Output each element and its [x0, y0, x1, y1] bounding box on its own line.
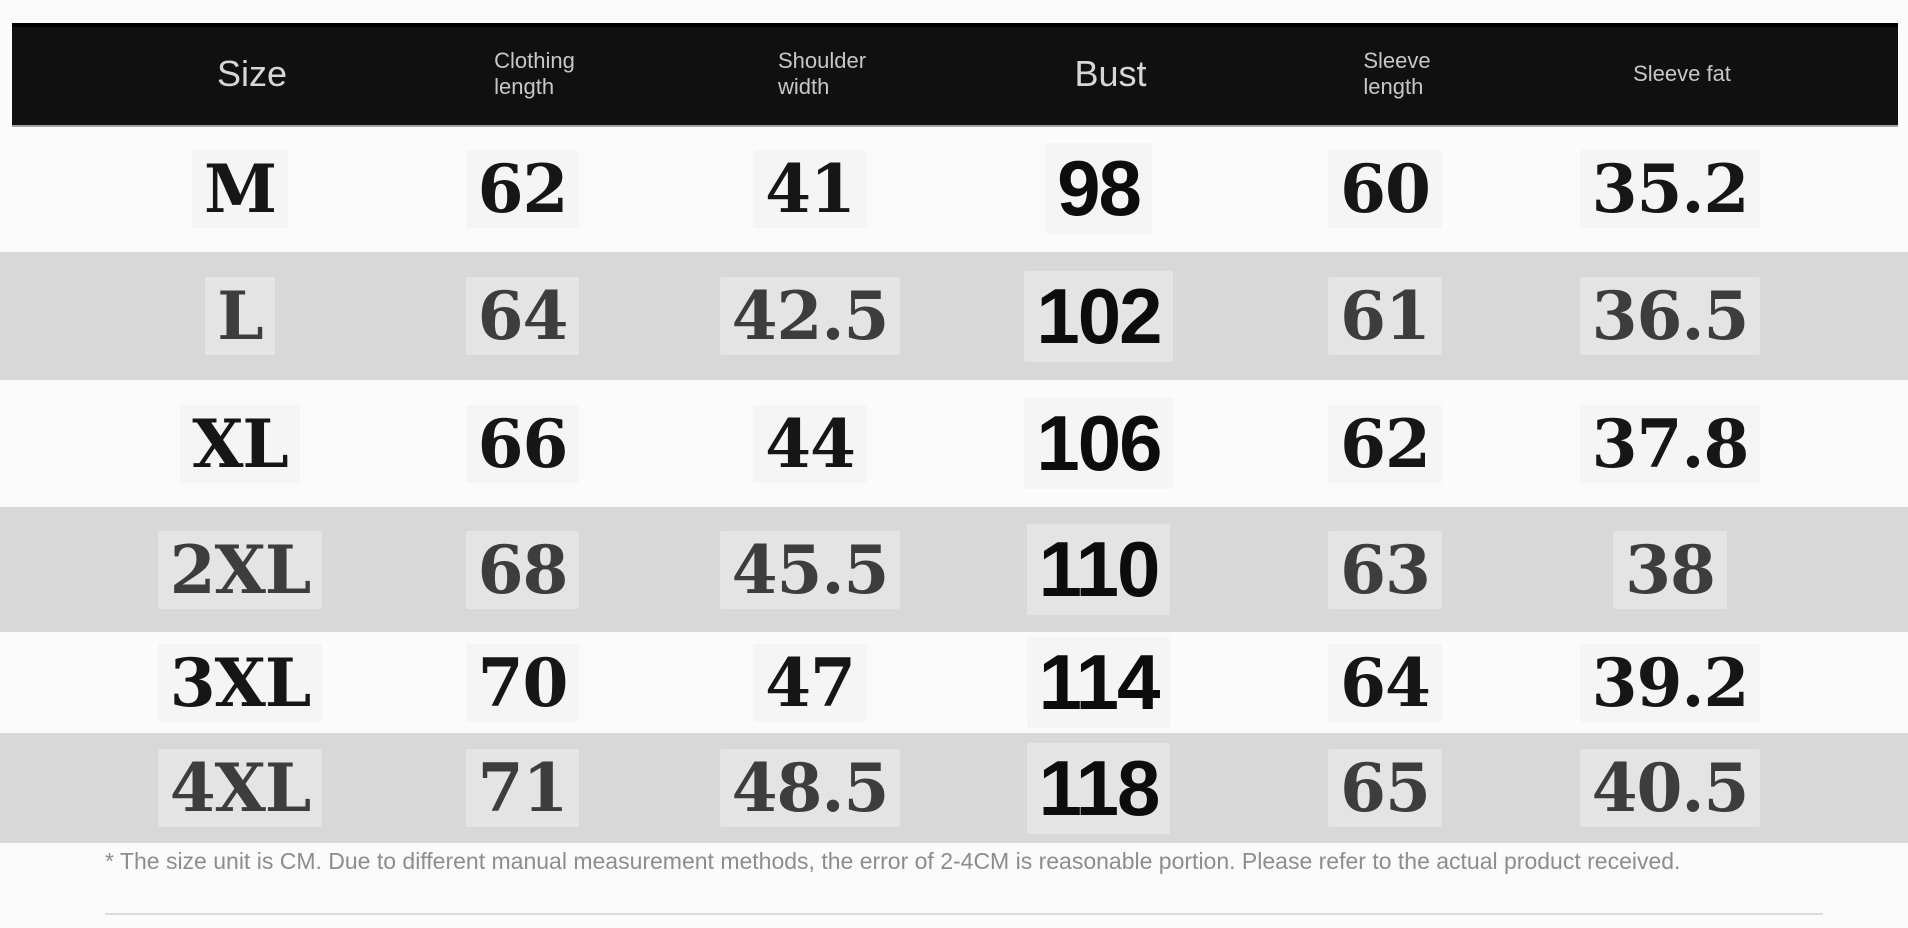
sleeve-fat-value: 40.5	[1579, 749, 1761, 827]
column-header-clothing-length: Clothing length	[392, 23, 677, 125]
size-value: 4XL	[157, 749, 323, 827]
table-header: Size Clothing length Shoulder width Bust	[12, 23, 1898, 125]
column-header-sleeve-fat-label: Sleeve fat	[1633, 61, 1731, 86]
table-row-3xl: 3XL 70 47 114 64 39.2	[0, 632, 1908, 733]
column-header-size: Size	[12, 23, 392, 125]
column-header-clothing-length-line1: Clothing	[494, 48, 575, 73]
column-header-shoulder-width: Shoulder width	[677, 23, 967, 125]
clothing-length-value: 66	[466, 405, 580, 483]
column-header-shoulder-width-line2: width	[777, 74, 830, 99]
sleeve-length-value: 64	[1328, 644, 1442, 722]
column-header-shoulder-width-line1: Shoulder	[777, 48, 867, 73]
column-header-bust-label: Bust	[1074, 53, 1147, 94]
shoulder-width-value: 42.5	[719, 277, 901, 355]
clothing-length-value: 64	[465, 277, 580, 355]
size-value: 2XL	[157, 530, 323, 609]
column-header-size-label: Size	[216, 53, 288, 94]
column-header-sleeve-length-line2: length	[1363, 74, 1424, 99]
table-row-l: L 64 42.5 102 61 36.5	[0, 252, 1908, 380]
shoulder-width-value: 48.5	[719, 749, 901, 827]
bottom-divider	[105, 913, 1823, 915]
table-body: M 62 41 98 60 35.2 L 64 42.5 102 61 36.5…	[0, 125, 1908, 843]
size-value: 3XL	[158, 644, 323, 722]
clothing-length-value: 70	[466, 644, 580, 722]
column-header-sleeve-length: Sleeve length	[1254, 23, 1540, 125]
table-row-xl: XL 66 44 106 62 37.8	[0, 380, 1908, 507]
sleeve-length-value: 60	[1328, 150, 1442, 228]
shoulder-width-value: 47	[753, 644, 867, 722]
size-value: L	[205, 277, 275, 355]
shoulder-width-value: 41	[753, 150, 867, 228]
shoulder-width-value: 45.5	[719, 530, 901, 609]
column-header-sleeve-length-line1: Sleeve	[1363, 48, 1431, 73]
bust-value: 114	[1027, 637, 1171, 728]
sleeve-fat-value: 39.2	[1580, 644, 1761, 722]
size-value: XL	[180, 405, 300, 483]
sleeve-length-value: 62	[1328, 405, 1442, 483]
shoulder-width-value: 44	[753, 405, 867, 483]
sleeve-fat-value: 38	[1613, 530, 1727, 609]
sleeve-length-value: 65	[1328, 749, 1442, 827]
sleeve-length-value: 61	[1328, 277, 1442, 355]
bust-value: 110	[1026, 524, 1171, 615]
sleeve-fat-value: 35.2	[1580, 150, 1761, 228]
sleeve-fat-value: 37.8	[1580, 405, 1761, 483]
sleeve-fat-value: 36.5	[1579, 277, 1761, 355]
column-header-sleeve-fat: Sleeve fat	[1540, 23, 1908, 125]
bust-value: 98	[1045, 143, 1152, 234]
bust-value: 102	[1024, 270, 1173, 362]
sleeve-length-value: 63	[1328, 530, 1442, 609]
size-note: * The size unit is CM. Due to different …	[105, 848, 1681, 874]
bust-value: 106	[1024, 398, 1172, 489]
table-row-2xl: 2XL 68 45.5 110 63 38	[0, 507, 1908, 632]
table-row-m: M 62 41 98 60 35.2	[0, 125, 1908, 252]
clothing-length-value: 62	[466, 150, 580, 228]
clothing-length-value: 68	[465, 530, 580, 609]
size-value: M	[192, 150, 288, 228]
table-row-4xl: 4XL 71 48.5 118 65 40.5	[0, 733, 1908, 843]
bust-value: 118	[1026, 742, 1171, 834]
column-header-bust: Bust	[967, 23, 1254, 125]
column-header-clothing-length-line2: length	[494, 74, 555, 99]
clothing-length-value: 71	[465, 749, 580, 827]
